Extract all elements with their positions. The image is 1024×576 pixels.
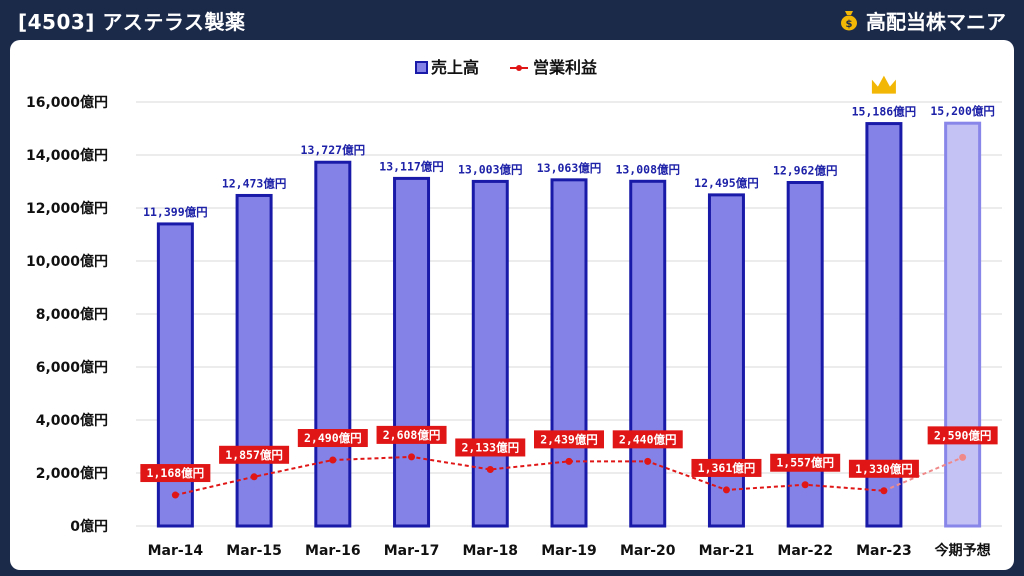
point-label-box xyxy=(612,430,683,449)
bar xyxy=(550,178,588,528)
bar-value-label: 13,117億円 xyxy=(379,159,444,173)
y-tick-label: 0億円 xyxy=(70,518,108,535)
brand-name: 高配当株マニア xyxy=(866,9,1006,34)
legend-label-sales: 売上高 xyxy=(431,58,479,77)
x-tick-label: Mar-16 xyxy=(305,543,361,559)
point-value-label: 2,608億円 xyxy=(383,428,441,442)
line-point xyxy=(408,453,416,461)
bar-value-label: 12,495億円 xyxy=(694,176,759,190)
x-tick-label: Mar-17 xyxy=(384,543,440,559)
bar-value-label: 13,003億円 xyxy=(458,162,523,176)
point-label-box xyxy=(455,438,526,457)
line-point xyxy=(250,473,258,481)
point-value-label: 1,361億円 xyxy=(698,461,756,475)
x-tick-label: Mar-22 xyxy=(777,543,833,559)
svg-text:$: $ xyxy=(846,19,853,30)
bar xyxy=(235,193,273,528)
bar xyxy=(786,181,824,528)
y-tick-label: 8,000億円 xyxy=(36,306,108,323)
line-point xyxy=(329,456,337,464)
line-point xyxy=(565,457,573,465)
y-tick-label: 2,000億円 xyxy=(36,465,108,482)
bar xyxy=(865,122,903,528)
point-value-label: 2,590億円 xyxy=(934,428,992,442)
legend-swatch-sales xyxy=(415,61,428,74)
x-tick-label: Mar-20 xyxy=(620,543,676,559)
chart-panel: 0億円 2,000億円 4,000億円 6,000億円 8,000億円 10,000億円 1… xyxy=(10,40,1014,570)
x-tick-label: Mar-14 xyxy=(148,543,204,559)
bar xyxy=(393,176,431,528)
bar xyxy=(629,179,667,528)
crown-icon xyxy=(871,75,896,94)
x-tick-label: Mar-15 xyxy=(226,543,282,559)
point-value-label: 1,857億円 xyxy=(225,448,283,462)
series-line-forecast xyxy=(883,456,964,492)
x-tick-label: Mar-18 xyxy=(462,543,518,559)
x-tick-label: Mar-23 xyxy=(856,543,912,559)
line-point xyxy=(171,491,179,499)
point-label-box xyxy=(376,425,447,444)
point-label-box xyxy=(691,458,762,477)
point-value-label: 2,133億円 xyxy=(461,440,519,454)
money-bag-icon: $ xyxy=(841,11,857,31)
bar xyxy=(944,121,982,528)
page-title: [4503] アステラス製薬 xyxy=(18,9,246,34)
point-value-label: 2,439億円 xyxy=(540,432,598,446)
y-tick-label: 14,000億円 xyxy=(26,147,108,164)
point-label-box xyxy=(770,453,841,472)
bar-value-label: 15,186億円 xyxy=(852,105,917,119)
point-value-label: 1,557億円 xyxy=(776,456,834,470)
line-point xyxy=(959,453,967,461)
bar-value-label: 12,962億円 xyxy=(773,164,838,178)
bar-value-label: 12,473億円 xyxy=(222,176,287,190)
chart-svg: 0億円 2,000億円 4,000億円 6,000億円 8,000億円 10,000億円 1… xyxy=(26,58,1002,559)
legend-label-profit: 営業利益 xyxy=(533,58,597,77)
legend-swatch-point xyxy=(516,65,522,71)
bar-value-label: 15,200億円 xyxy=(930,104,995,118)
header-bar: [4503] アステラス製薬 $ 高配当株マニア xyxy=(0,0,1024,40)
point-value-label: 1,168億円 xyxy=(147,466,205,480)
point-label-box xyxy=(140,464,211,483)
y-tick-label: 4,000億円 xyxy=(36,412,108,429)
bar xyxy=(314,160,352,528)
y-tick-label: 16,000億円 xyxy=(26,94,108,111)
bar-value-label: 13,008億円 xyxy=(615,162,680,176)
point-value-label: 1,330億円 xyxy=(855,462,913,476)
line-point xyxy=(801,481,809,489)
line-point xyxy=(486,465,494,473)
point-label-box xyxy=(927,426,998,445)
bar-value-label: 11,399億円 xyxy=(143,205,208,219)
line-point xyxy=(880,487,888,495)
point-label-box xyxy=(297,429,368,448)
x-tick-label: 今期予想 xyxy=(934,542,991,559)
line-point xyxy=(644,457,652,465)
point-value-label: 2,440億円 xyxy=(619,432,677,446)
y-tick-label: 10,000億円 xyxy=(26,253,108,270)
y-tick-label: 6,000億円 xyxy=(36,359,108,376)
brand-logo: $ 高配当株マニア xyxy=(838,6,1006,35)
point-value-label: 2,490億円 xyxy=(304,431,362,445)
line-point xyxy=(722,486,730,494)
point-label-box xyxy=(534,430,604,449)
bar-value-label: 13,727億円 xyxy=(301,143,366,157)
point-label-box xyxy=(848,459,919,478)
x-tick-label: Mar-19 xyxy=(541,543,597,559)
y-tick-label: 12,000億円 xyxy=(26,200,108,217)
bar-value-label: 13,063億円 xyxy=(537,161,602,175)
series-line-operating-profit xyxy=(175,455,884,497)
x-tick-label: Mar-21 xyxy=(699,543,755,559)
bar xyxy=(471,179,509,528)
point-label-box xyxy=(219,445,290,464)
